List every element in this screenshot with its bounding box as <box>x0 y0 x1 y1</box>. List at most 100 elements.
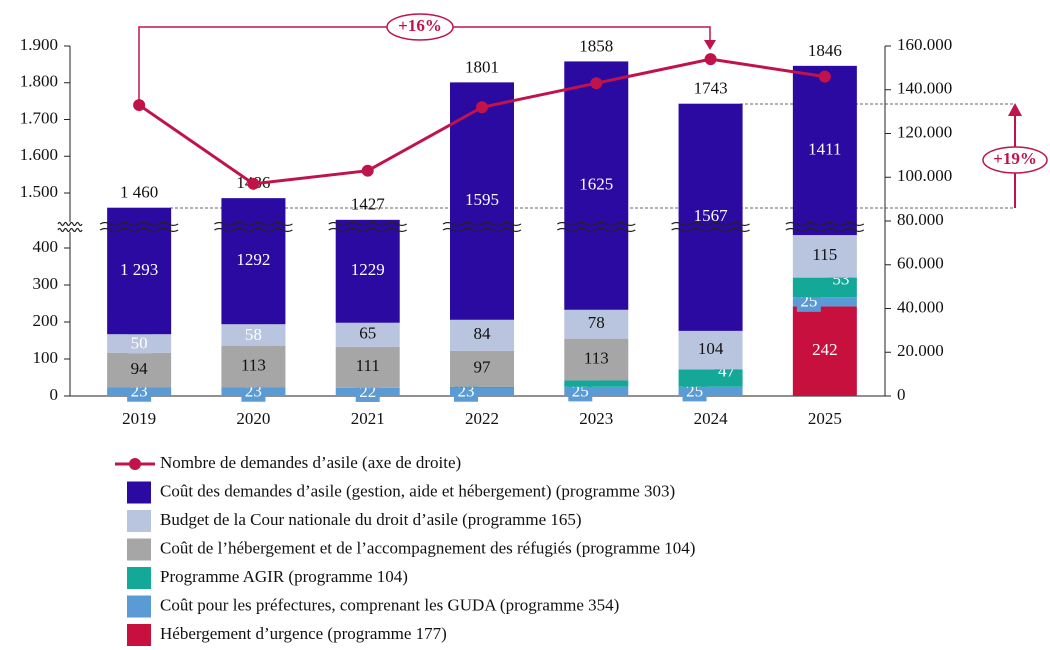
value-label: 78 <box>588 313 605 332</box>
axis-break <box>99 221 179 227</box>
value-label: 1567 <box>694 206 729 225</box>
annotation-arrow <box>1008 103 1022 116</box>
value-label: 94 <box>131 359 149 378</box>
line-marker <box>476 101 488 114</box>
total-label: 1801 <box>465 57 499 76</box>
axis-break <box>556 227 636 233</box>
bar-segment <box>335 346 400 388</box>
annotation-arrow <box>704 40 716 50</box>
bar-segment <box>107 352 172 388</box>
legend-label: Coût de l’hébergement et de l’accompagne… <box>160 538 695 557</box>
bar-segment <box>564 380 629 387</box>
line-marker <box>361 164 374 177</box>
y-tick-label: 1.600 <box>20 145 58 164</box>
bar-segment <box>335 322 400 347</box>
bar-segment <box>221 345 286 388</box>
line-marker <box>818 70 831 83</box>
annotation-badge <box>386 13 454 41</box>
legend-swatch <box>129 458 141 470</box>
legend-label: Coût des demandes d’asile (gestion, aide… <box>160 481 675 500</box>
axis-break <box>671 221 750 227</box>
y-tick-label: 100 <box>33 348 59 367</box>
bar-segment <box>792 306 857 396</box>
value-label: 65 <box>359 324 376 343</box>
x-tick-label: 2023 <box>579 409 613 428</box>
axis-break <box>57 221 83 227</box>
y-tick-label: 200 <box>33 311 59 330</box>
axis-break <box>442 227 522 233</box>
legend-swatch <box>127 510 151 532</box>
annotation: +19% <box>993 149 1037 168</box>
legend-swatch <box>127 481 151 504</box>
value-label: 50 <box>131 333 148 352</box>
y-tick-label: 1.800 <box>20 72 58 91</box>
axis-break <box>57 227 83 233</box>
value-label: 97 <box>474 358 492 377</box>
y2-tick-label: 120.000 <box>897 122 952 141</box>
axis-break <box>442 221 522 227</box>
y2-tick-label: 160.000 <box>897 35 952 54</box>
y-tick-label: 300 <box>33 274 59 293</box>
total-label: 1 460 <box>120 183 158 202</box>
y-tick-label: 1.700 <box>20 108 58 127</box>
value-label: 113 <box>584 348 609 367</box>
bar-segment <box>450 350 514 387</box>
legend-label: Programme AGIR (programme 104) <box>160 567 408 586</box>
value-label: 84 <box>474 324 492 343</box>
legend-label: Coût pour les préfectures, comprenant le… <box>160 595 619 614</box>
x-tick-label: 2022 <box>465 409 499 428</box>
bar-segment <box>450 386 514 388</box>
y2-tick-label: 40.000 <box>897 297 944 316</box>
legend-swatch <box>127 624 151 646</box>
axis-break <box>671 227 750 233</box>
y2-tick-label: 0 <box>897 385 906 404</box>
y-tick-label: 1.900 <box>20 35 58 54</box>
bar-segment <box>564 309 629 339</box>
legend-label: Budget de la Cour nationale du droit d’a… <box>160 510 582 529</box>
value-label: 1595 <box>465 190 499 209</box>
axis-break <box>556 221 636 227</box>
x-tick-label: 2025 <box>808 409 842 428</box>
total-label: 1846 <box>808 41 842 60</box>
legend-swatch <box>127 595 151 618</box>
bar-segment <box>450 319 514 351</box>
legend-label: Nombre de demandes d’asile (axe de droit… <box>160 453 461 472</box>
bar-segment <box>450 82 514 320</box>
legend-label: Hébergement d’urgence (programme 177) <box>160 624 447 643</box>
bar-segment <box>564 61 629 310</box>
bar-segment <box>792 65 857 236</box>
axis-break <box>214 221 293 227</box>
value-label: 1411 <box>808 139 841 158</box>
value-label: 111 <box>356 356 380 375</box>
y2-tick-label: 80.000 <box>897 210 944 229</box>
value-label: 1292 <box>236 250 270 269</box>
value-label: 104 <box>698 339 724 358</box>
y-tick-label: 1.500 <box>20 182 58 201</box>
bar-segment <box>792 235 857 278</box>
total-label: 1743 <box>694 79 728 98</box>
x-tick-label: 2024 <box>694 409 729 428</box>
axis-break-gap <box>60 222 80 232</box>
bar-segment <box>792 297 857 307</box>
line-marker <box>590 77 603 90</box>
y2-tick-label: 20.000 <box>897 341 944 360</box>
y2-tick-label: 140.000 <box>897 79 952 98</box>
bar-segment <box>335 219 400 323</box>
bar-segment <box>678 330 743 370</box>
value-label-box <box>241 324 266 345</box>
total-label: 1427 <box>351 195 386 214</box>
line-marker <box>133 99 146 112</box>
bar-segment <box>678 103 743 331</box>
value-label-box <box>127 333 152 354</box>
value-label: 115 <box>812 245 837 264</box>
axis-break <box>214 227 293 233</box>
line-marker <box>704 53 717 66</box>
x-tick-label: 2019 <box>122 409 156 428</box>
legend-swatch <box>127 567 151 589</box>
axis-break <box>785 227 865 233</box>
y2-tick-label: 100.000 <box>897 166 952 185</box>
bar-segment <box>564 386 629 396</box>
y-tick-label: 400 <box>33 237 59 256</box>
y2-tick-label: 60.000 <box>897 254 944 273</box>
